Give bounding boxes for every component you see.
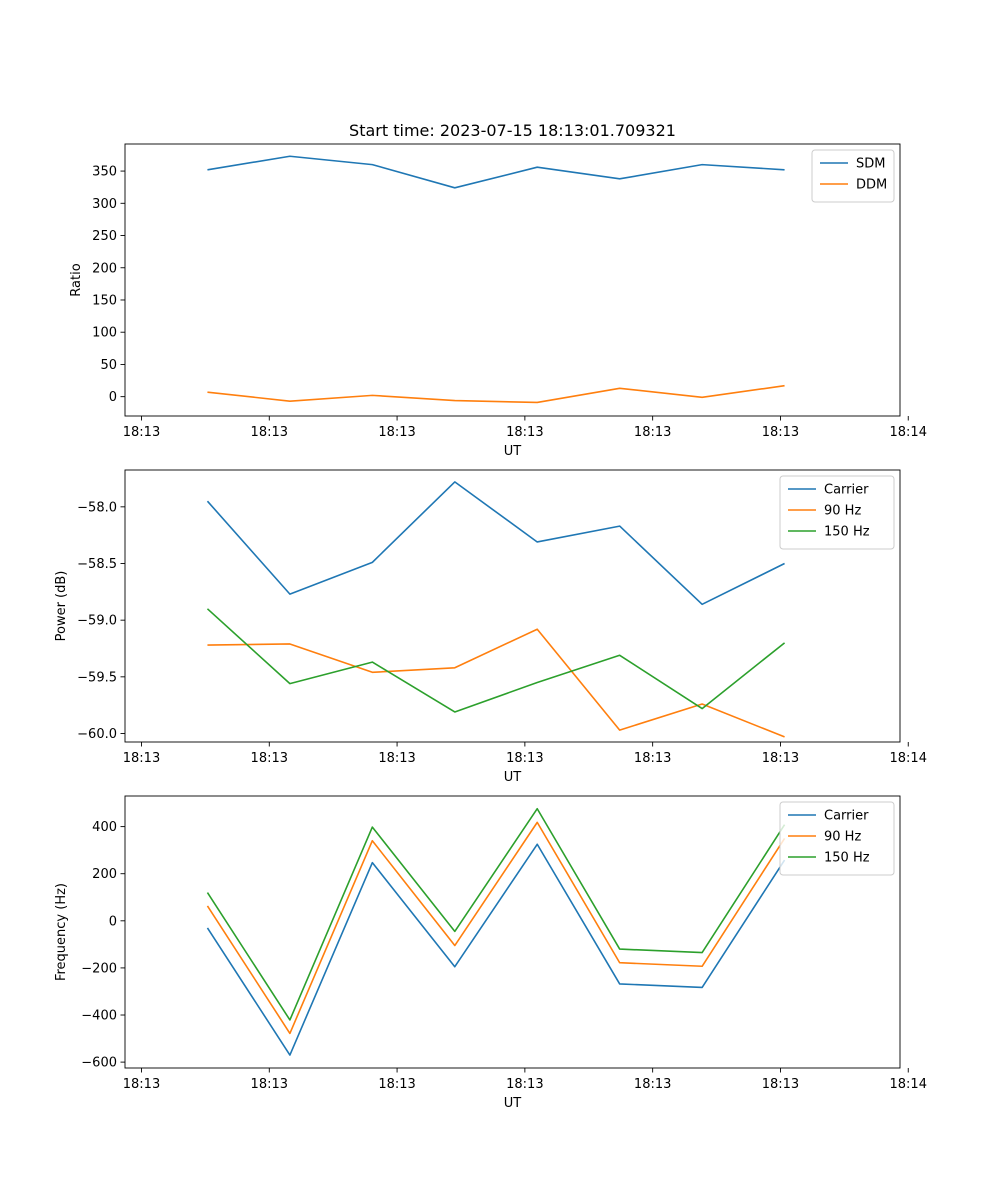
y-tick-label: −58.5 xyxy=(77,557,117,572)
y-tick-label: 200 xyxy=(92,867,117,882)
legend-entry: SDM xyxy=(856,157,885,172)
x-axis-label: UT xyxy=(504,770,522,785)
series-line-150-hz xyxy=(206,608,786,713)
legend-entry: 90 Hz xyxy=(824,504,861,519)
x-axis-label: UT xyxy=(504,444,522,459)
y-tick-label: −200 xyxy=(81,961,117,976)
x-tick-label: 18:13 xyxy=(762,1077,799,1092)
legend-entry: Carrier xyxy=(824,809,869,824)
chart-title: Start time: 2023-07-15 18:13:01.709321 xyxy=(349,121,676,140)
x-tick-label: 18:13 xyxy=(378,425,415,440)
y-axis-label: Ratio xyxy=(69,263,84,296)
legend-entry: Carrier xyxy=(824,483,869,498)
chart-ratio: 18:13 18:13 18:13 18:13 18:13 18:13 18:14 0 50 10… xyxy=(69,121,927,459)
x-tick-label: 18:13 xyxy=(506,751,543,766)
legend-entry: 150 Hz xyxy=(824,851,870,866)
series-line-sdm xyxy=(207,155,785,189)
y-tick-label: 400 xyxy=(92,820,117,835)
legend: Carrier 90 Hz 150 Hz xyxy=(779,801,895,876)
x-tick-label: 18:14 xyxy=(890,751,927,766)
x-tick-label: 18:13 xyxy=(378,751,415,766)
y-tick-label: 0 xyxy=(109,390,117,405)
series-line-150-hz xyxy=(206,807,786,1021)
y-tick-label: 350 xyxy=(92,165,117,180)
legend: SDM DDM xyxy=(811,149,895,203)
x-tick-label: 18:13 xyxy=(634,425,671,440)
series-line-90-hz xyxy=(206,821,786,1035)
chart-power: 18:13 18:13 18:13 18:13 18:13 18:13 18:14 −60.0… xyxy=(54,469,927,785)
chart-frequency: 18:13 18:13 18:13 18:13 18:13 18:13 18:14 −600 −… xyxy=(54,795,927,1111)
x-tick-label: 18:13 xyxy=(762,425,799,440)
series-line-carrier xyxy=(206,481,785,606)
y-tick-label: 0 xyxy=(109,914,117,929)
x-tick-label: 18:13 xyxy=(123,425,160,440)
x-tick-label: 18:14 xyxy=(890,1077,927,1092)
axes-frame xyxy=(124,795,901,1069)
x-tick-label: 18:13 xyxy=(378,1077,415,1092)
y-tick-label: −60.0 xyxy=(77,727,117,742)
x-tick-label: 18:13 xyxy=(123,751,160,766)
y-axis-label: Power (dB) xyxy=(54,571,69,642)
x-axis-label: UT xyxy=(504,1096,522,1111)
legend-entry: DDM xyxy=(856,178,887,193)
legend-entry: 150 Hz xyxy=(824,525,870,540)
x-tick-label: 18:13 xyxy=(506,425,543,440)
legend: Carrier 90 Hz 150 Hz xyxy=(779,475,895,550)
y-tick-label: −58.0 xyxy=(77,500,117,515)
series-line-carrier xyxy=(206,843,786,1056)
x-tick-label: 18:13 xyxy=(506,1077,543,1092)
x-tick-label: 18:13 xyxy=(123,1077,160,1092)
legend-entry: 90 Hz xyxy=(824,830,861,845)
y-tick-label: 250 xyxy=(92,229,117,244)
y-tick-label: 300 xyxy=(92,197,117,212)
axes-frame xyxy=(124,469,901,743)
x-tick-label: 18:14 xyxy=(890,425,927,440)
x-tick-label: 18:13 xyxy=(634,1077,671,1092)
y-axis-label: Frequency (Hz) xyxy=(54,883,69,981)
series-line-ddm xyxy=(207,384,785,404)
y-tick-label: −600 xyxy=(81,1056,117,1071)
x-tick-label: 18:13 xyxy=(762,751,799,766)
y-tick-label: −400 xyxy=(81,1009,117,1024)
y-tick-label: −59.0 xyxy=(77,614,117,629)
series-line-90-hz xyxy=(207,628,785,738)
y-tick-label: 100 xyxy=(92,326,117,341)
y-tick-label: 50 xyxy=(100,358,117,373)
y-tick-label: 200 xyxy=(92,261,117,276)
y-tick-label: −59.5 xyxy=(77,670,117,685)
y-tick-label: 150 xyxy=(92,293,117,308)
x-tick-label: 18:13 xyxy=(251,1077,288,1092)
x-tick-label: 18:13 xyxy=(251,425,288,440)
x-tick-label: 18:13 xyxy=(634,751,671,766)
axes-frame xyxy=(124,143,901,417)
x-tick-label: 18:13 xyxy=(251,751,288,766)
